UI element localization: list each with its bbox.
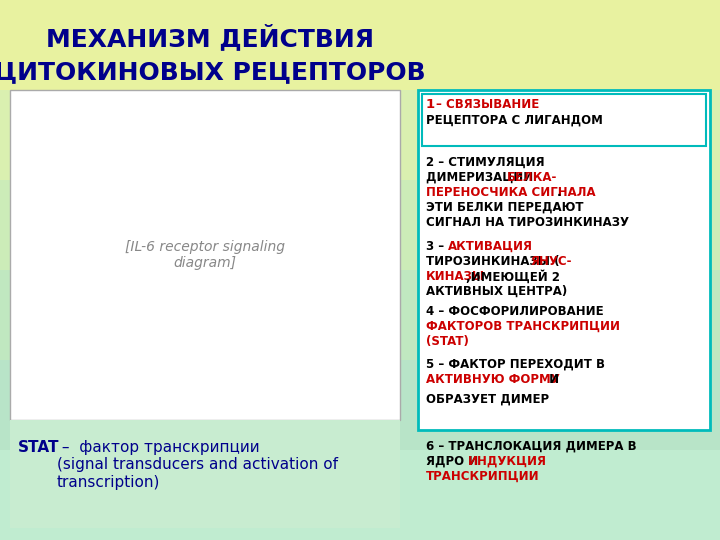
Text: КИНАЗЫ: КИНАЗЫ: [426, 270, 485, 283]
Bar: [0, 360, 720, 451]
Text: ОБРАЗУЕТ ДИМЕР: ОБРАЗУЕТ ДИМЕР: [426, 393, 549, 406]
Text: 2 – СТИМУЛЯЦИЯ: 2 – СТИМУЛЯЦИЯ: [426, 156, 544, 169]
Text: АКТИВНЫХ ЦЕНТРА): АКТИВНЫХ ЦЕНТРА): [426, 285, 567, 298]
Text: .: .: [557, 186, 562, 199]
Text: 4 – ФОСФОРИЛИРОВАНИЕ: 4 – ФОСФОРИЛИРОВАНИЕ: [426, 305, 603, 318]
Text: ДИМЕРИЗАЦИИ: ДИМЕРИЗАЦИИ: [426, 171, 537, 184]
Text: БЕЛКА-: БЕЛКА-: [507, 171, 557, 184]
Text: ТРАНСКРИПЦИИ: ТРАНСКРИПЦИИ: [426, 470, 539, 483]
Text: 5 – ФАКТОР ПЕРЕХОДИТ В: 5 – ФАКТОР ПЕРЕХОДИТ В: [426, 358, 605, 371]
Text: ,ИМЕЮЩЕЙ 2: ,ИМЕЮЩЕЙ 2: [466, 270, 560, 284]
Bar: [0, 180, 720, 271]
Text: ЯНУС-: ЯНУС-: [530, 255, 572, 268]
Text: [IL-6 receptor signaling
diagram]: [IL-6 receptor signaling diagram]: [125, 240, 285, 270]
Text: ПЕРЕНОСЧИКА СИГНАЛА: ПЕРЕНОСЧИКА СИГНАЛА: [426, 186, 595, 199]
Text: И: И: [545, 373, 559, 386]
Text: STAT: STAT: [18, 440, 60, 455]
Text: СИГНАЛ НА ТИРОЗИНКИНАЗУ: СИГНАЛ НА ТИРОЗИНКИНАЗУ: [426, 216, 629, 229]
Text: АКТИВАЦИЯ: АКТИВАЦИЯ: [448, 240, 533, 253]
Text: МЕХАНИЗМ ДЕЙСТВИЯ: МЕХАНИЗМ ДЕЙСТВИЯ: [46, 24, 374, 51]
Text: ТИРОЗИНКИНАЗЫ (: ТИРОЗИНКИНАЗЫ (: [426, 255, 559, 268]
Bar: [0, 270, 720, 361]
Text: 3 –: 3 –: [426, 240, 444, 253]
Text: РЕЦЕПТОРА С ЛИГАНДОМ: РЕЦЕПТОРА С ЛИГАНДОМ: [426, 114, 603, 127]
Bar: [0, 90, 720, 181]
Bar: [0, 0, 720, 91]
Text: ЯДРО И: ЯДРО И: [426, 455, 482, 468]
Bar: [422, 94, 706, 146]
Text: (STAT): (STAT): [426, 335, 469, 348]
Text: ЭТИ БЕЛКИ ПЕРЕДАЮТ: ЭТИ БЕЛКИ ПЕРЕДАЮТ: [426, 201, 583, 214]
Text: 6 – ТРАНСЛОКАЦИЯ ДИМЕРА В: 6 – ТРАНСЛОКАЦИЯ ДИМЕРА В: [426, 440, 636, 453]
Bar: [0, 450, 720, 540]
Text: АКТИВНУЮ ФОРМУ: АКТИВНУЮ ФОРМУ: [426, 373, 559, 386]
Bar: [10, 90, 400, 420]
Bar: [10, 420, 400, 528]
Text: – СВЯЗЫВАНИЕ: – СВЯЗЫВАНИЕ: [436, 98, 539, 111]
Text: ИНДУКЦИЯ: ИНДУКЦИЯ: [468, 455, 547, 468]
Bar: [418, 90, 710, 430]
Text: –  фактор транскрипции
(signal transducers and activation of
transcription): – фактор транскрипции (signal transducer…: [57, 440, 338, 490]
Text: 1: 1: [426, 98, 435, 111]
Text: ЦИТОКИНОВЫХ РЕЦЕПТОРОВ: ЦИТОКИНОВЫХ РЕЦЕПТОРОВ: [0, 60, 426, 84]
Text: ФАКТОРОВ ТРАНСКРИПЦИИ: ФАКТОРОВ ТРАНСКРИПЦИИ: [426, 320, 620, 333]
